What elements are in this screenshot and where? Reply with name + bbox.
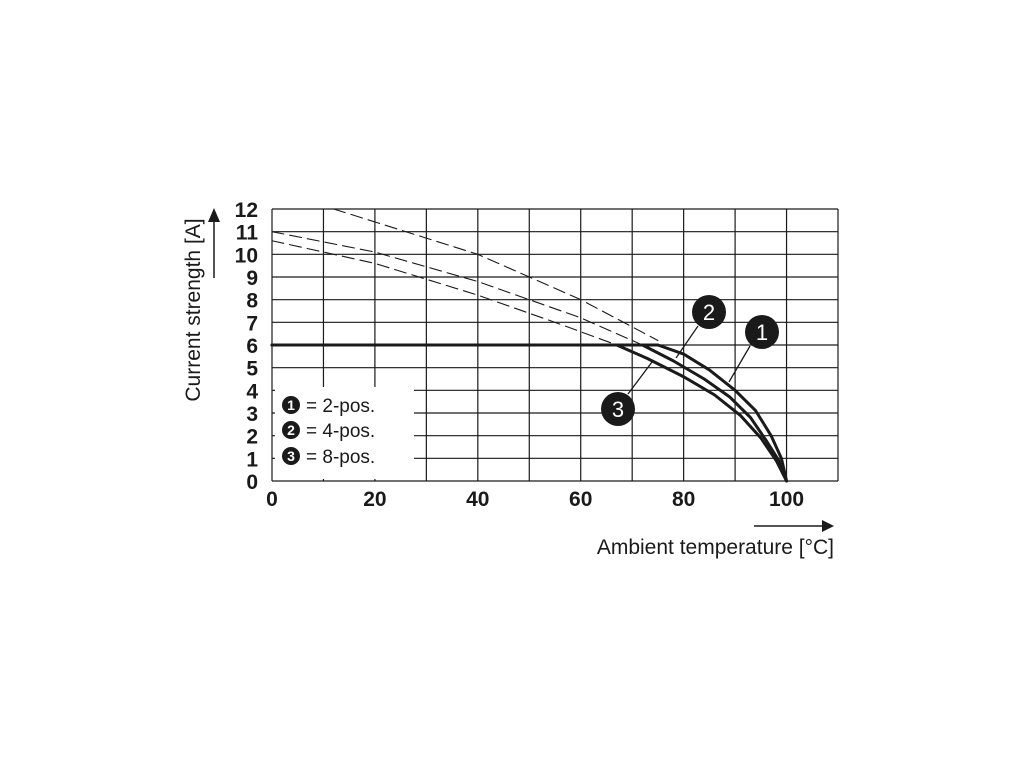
y-tick-label: 12: [235, 199, 258, 222]
legend: 1 = 2-pos. 2 = 4-pos. 3 = 8-pos.: [275, 387, 414, 479]
x-tick-label: 20: [363, 488, 386, 511]
callout-marker-2: [692, 295, 726, 329]
callout-2: 2: [675, 295, 726, 359]
y-tick-label: 10: [235, 244, 258, 267]
dashed-curve-3: [271, 240, 618, 346]
derating-curve-1: [270, 343, 789, 483]
y-tick-label: 5: [246, 358, 258, 381]
x-tick-label: 100: [769, 488, 804, 511]
derating-curve-3: [270, 343, 789, 483]
legend-item-1: 1 = 2-pos.: [282, 396, 375, 417]
legend-marker-3: [282, 447, 300, 465]
legend-marker-2-number: 2: [287, 422, 295, 438]
x-tick-label: 40: [466, 488, 489, 511]
y-tick-label: 3: [246, 403, 258, 426]
x-tick-label: 0: [266, 488, 278, 511]
callout-3: 3: [601, 361, 653, 426]
y-tick-label: 4: [246, 380, 258, 403]
legend-marker-1: [282, 396, 300, 414]
callout-number-1: 1: [756, 320, 768, 345]
callout-number-2: 2: [703, 300, 715, 325]
y-tick-label: 11: [236, 222, 259, 245]
grid: [271, 208, 839, 482]
legend-marker-1-number: 1: [287, 397, 295, 413]
legend-label-3: = 8-pos.: [306, 447, 375, 468]
legend-item-2: 2 = 4-pos.: [282, 421, 375, 442]
y-axis-arrow: [208, 208, 220, 278]
callout-marker-1: [745, 315, 779, 349]
y-tick-label: 7: [246, 312, 258, 335]
x-axis-arrow: [754, 520, 834, 532]
legend-label-1: = 2-pos.: [306, 396, 375, 417]
x-tick-label: 60: [569, 488, 592, 511]
y-tick-label: 8: [246, 290, 258, 313]
callout-1: 1: [728, 315, 779, 383]
dashed-curve-1: [333, 208, 659, 342]
series-layer: [270, 208, 789, 483]
y-axis-label: Current strength [A]: [182, 218, 205, 401]
callout-marker-3: [601, 392, 635, 426]
legend-item-3: 3 = 8-pos.: [282, 447, 375, 468]
legend-marker-2: [282, 421, 300, 439]
callout-number-3: 3: [612, 397, 624, 422]
y-tick-label: 2: [246, 426, 258, 449]
dashed-curve-2: [271, 231, 644, 346]
x-axis-label: Ambient temperature [°C]: [597, 536, 834, 559]
legend-marker-3-number: 3: [287, 448, 295, 464]
y-tick-label: 9: [246, 267, 258, 290]
y-tick-label: 0: [246, 471, 258, 494]
y-tick-label: 6: [246, 335, 258, 358]
derating-curve-2: [270, 343, 789, 483]
x-tick-label: 80: [672, 488, 695, 511]
y-tick-label: 1: [246, 448, 258, 471]
legend-label-2: = 4-pos.: [306, 421, 375, 442]
